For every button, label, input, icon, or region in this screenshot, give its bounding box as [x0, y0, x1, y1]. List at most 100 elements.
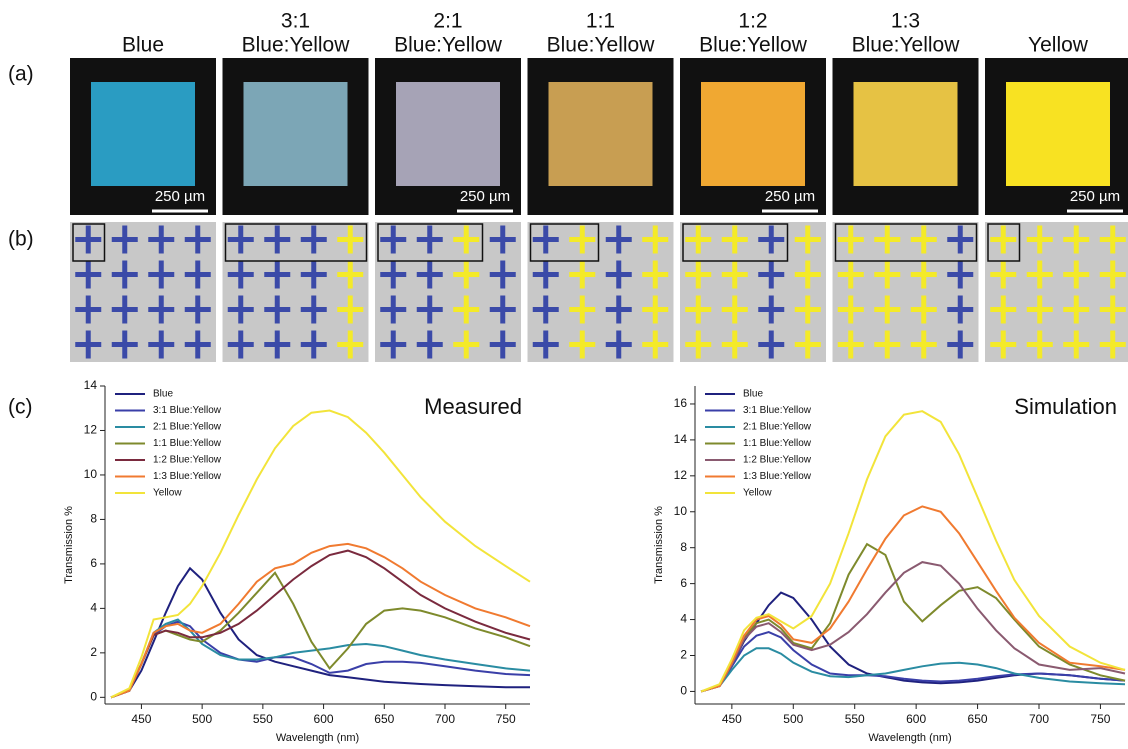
cross — [616, 296, 621, 324]
cross — [86, 261, 91, 289]
cross — [500, 226, 505, 254]
cross — [1110, 226, 1115, 254]
y-tick-label: 0 — [90, 690, 97, 704]
y-tick-label: 10 — [84, 467, 98, 481]
x-tick-label: 650 — [968, 712, 988, 726]
sample-square — [396, 82, 500, 186]
cross — [311, 296, 316, 324]
series-line — [111, 573, 530, 698]
legend-label: 1:2 Blue:Yellow — [153, 455, 222, 466]
cross — [159, 226, 164, 254]
x-axis-label: Wavelength (nm) — [868, 732, 951, 744]
cross — [653, 296, 658, 324]
column-title: 1:2 — [738, 10, 767, 33]
x-tick-label: 700 — [1029, 712, 1049, 726]
x-tick-label: 750 — [1090, 712, 1110, 726]
cross — [543, 261, 548, 289]
cross — [805, 226, 810, 254]
cross — [391, 226, 396, 254]
cross — [696, 296, 701, 324]
cross — [275, 226, 280, 254]
cross — [958, 226, 963, 254]
sample-square — [549, 82, 653, 186]
column-title: Blue:Yellow — [394, 34, 503, 57]
y-tick-label: 0 — [680, 684, 687, 698]
legend-label: 2:1 Blue:Yellow — [743, 422, 812, 433]
pattern-background — [680, 222, 826, 362]
y-tick-label: 4 — [90, 601, 97, 615]
panel-label: (b) — [8, 228, 34, 251]
cross — [848, 331, 853, 359]
sample-square — [91, 82, 195, 186]
x-tick-label: 550 — [253, 712, 273, 726]
cross — [805, 331, 810, 359]
cross — [885, 296, 890, 324]
cross — [195, 261, 200, 289]
y-tick-label: 14 — [674, 432, 688, 446]
cross — [885, 331, 890, 359]
column-title: Blue — [122, 34, 164, 57]
legend-label: Yellow — [153, 488, 182, 499]
series-line — [701, 593, 1125, 692]
cross — [616, 331, 621, 359]
cross — [653, 261, 658, 289]
cross — [1037, 261, 1042, 289]
y-tick-label: 16 — [674, 396, 688, 410]
y-tick-label: 12 — [674, 468, 688, 482]
y-tick-label: 14 — [84, 378, 98, 392]
panel-label: (a) — [8, 63, 34, 86]
y-axis-label: Transmission % — [63, 506, 75, 584]
cross — [122, 331, 127, 359]
column-title: 3:1 — [281, 10, 310, 33]
cross — [732, 226, 737, 254]
y-tick-label: 8 — [90, 512, 97, 526]
cross — [543, 331, 548, 359]
cross — [464, 296, 469, 324]
pattern-background — [833, 222, 979, 362]
cross — [238, 296, 243, 324]
cross — [195, 226, 200, 254]
pattern-background — [375, 222, 521, 362]
x-tick-label: 550 — [845, 712, 865, 726]
cross — [311, 331, 316, 359]
cross — [311, 261, 316, 289]
legend-label: 3:1 Blue:Yellow — [743, 405, 812, 416]
cross — [885, 226, 890, 254]
cross — [500, 261, 505, 289]
cross — [348, 331, 353, 359]
column-title: 1:3 — [891, 10, 920, 33]
cross — [1001, 296, 1006, 324]
cross — [275, 261, 280, 289]
panel-label: (c) — [8, 396, 33, 419]
scale-bar-label: 250 µm — [765, 188, 815, 205]
x-tick-label: 500 — [192, 712, 212, 726]
series-line — [701, 648, 1125, 691]
legend-label: 1:3 Blue:Yellow — [153, 471, 222, 482]
cross — [885, 261, 890, 289]
cross — [1001, 261, 1006, 289]
cross — [769, 296, 774, 324]
cross — [86, 296, 91, 324]
cross — [195, 331, 200, 359]
cross — [86, 226, 91, 254]
cross — [311, 226, 316, 254]
cross — [921, 296, 926, 324]
sample-square — [244, 82, 348, 186]
cross — [1074, 226, 1079, 254]
y-axis-label: Transmission % — [653, 506, 665, 584]
chart-title: Simulation — [1014, 394, 1117, 419]
cross — [580, 331, 585, 359]
cross — [1110, 331, 1115, 359]
cross — [464, 261, 469, 289]
x-tick-label: 500 — [783, 712, 803, 726]
column-title: Blue:Yellow — [242, 34, 351, 57]
cross — [696, 226, 701, 254]
cross — [391, 261, 396, 289]
sample-square — [701, 82, 805, 186]
cross — [921, 261, 926, 289]
y-tick-label: 12 — [84, 423, 98, 437]
x-tick-label: 650 — [374, 712, 394, 726]
cross — [805, 296, 810, 324]
cross — [848, 261, 853, 289]
y-tick-label: 2 — [680, 648, 687, 662]
